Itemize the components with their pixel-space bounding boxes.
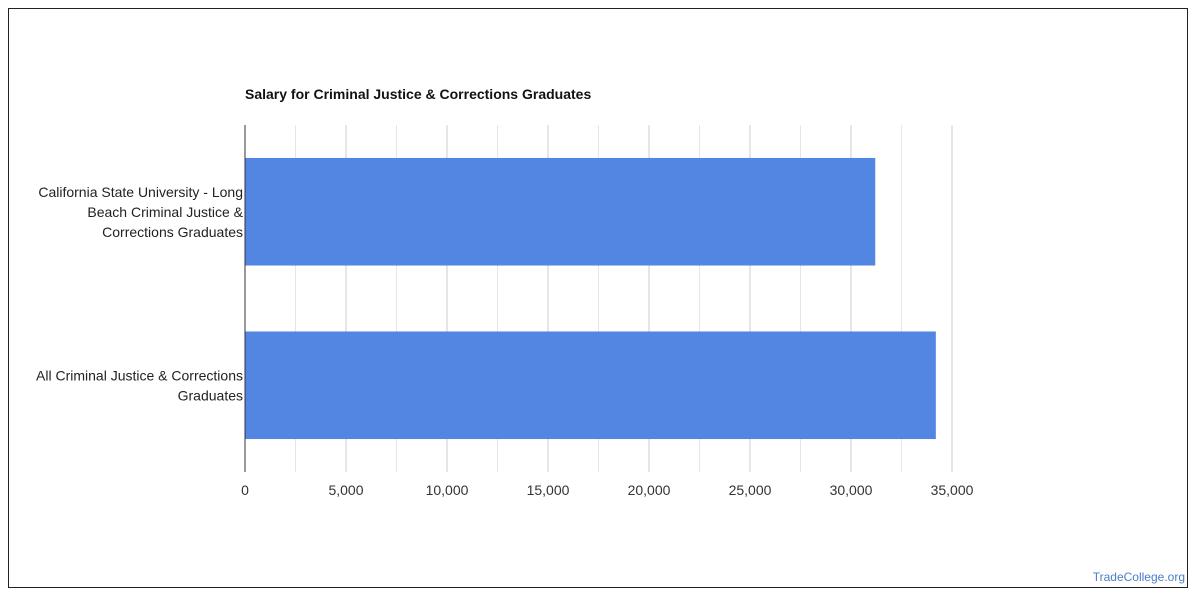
x-tick-label: 0 — [241, 482, 249, 498]
x-tick-label: 25,000 — [729, 482, 772, 498]
chart-title: Salary for Criminal Justice & Correction… — [245, 86, 591, 102]
x-tick-label: 5,000 — [328, 482, 363, 498]
x-tick-label: 10,000 — [426, 482, 469, 498]
bars — [245, 157, 936, 440]
source-link[interactable]: TradeCollege.org — [1092, 570, 1185, 584]
y-category-label: Beach Criminal Justice & — [87, 204, 243, 220]
bar — [245, 331, 936, 440]
y-category-label: Corrections Graduates — [102, 224, 243, 240]
x-tick-label: 15,000 — [527, 482, 570, 498]
x-tick-label: 35,000 — [931, 482, 974, 498]
labels: 0 5,000 10,000 15,000 20,000 25,000 30,000 35,0… — [36, 184, 974, 498]
y-category-label: Graduates — [178, 387, 243, 403]
x-tick-label: 30,000 — [830, 482, 873, 498]
x-tick-label: 20,000 — [628, 482, 671, 498]
y-category-label: All Criminal Justice & Corrections — [36, 367, 243, 383]
bar — [245, 157, 876, 266]
y-category-label: California State University - Long — [38, 184, 243, 200]
